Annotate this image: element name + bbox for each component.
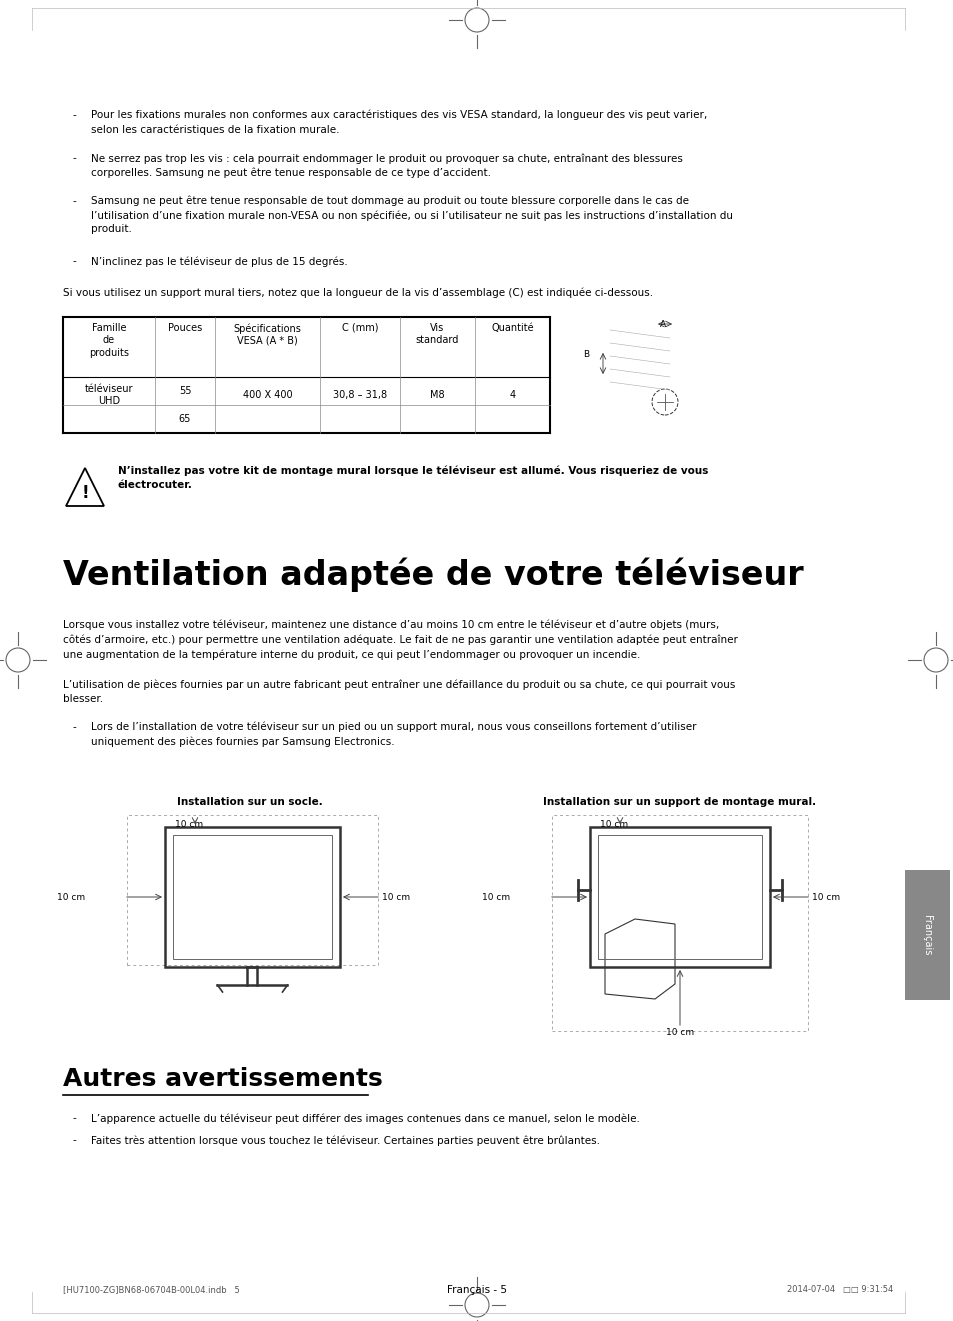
Text: -: - (73, 153, 76, 162)
Text: L’apparence actuelle du téléviseur peut différer des images contenues dans ce ma: L’apparence actuelle du téléviseur peut … (91, 1114, 639, 1123)
Text: [HU7100-ZG]BN68-06704B-00L04.indb   5: [HU7100-ZG]BN68-06704B-00L04.indb 5 (63, 1285, 239, 1295)
Text: Quantité: Quantité (491, 324, 534, 333)
Text: -: - (73, 196, 76, 206)
Text: Français - 5: Français - 5 (447, 1285, 506, 1295)
Text: Français: Français (921, 915, 931, 955)
Bar (589, 827, 769, 967)
Text: Lorsque vous installez votre téléviseur, maintenez une distance d’au moins 10 cm: Lorsque vous installez votre téléviseur,… (63, 620, 737, 659)
Text: 10 cm: 10 cm (665, 1028, 694, 1037)
Text: -: - (73, 1135, 76, 1145)
Text: 400 X 400: 400 X 400 (242, 390, 292, 400)
Text: 4: 4 (509, 390, 515, 400)
Text: B: B (582, 350, 589, 359)
Text: A: A (659, 320, 665, 329)
Text: 10 cm: 10 cm (481, 893, 510, 901)
Text: M8: M8 (430, 390, 444, 400)
Text: Faites très attention lorsque vous touchez le téléviseur. Certaines parties peuv: Faites très attention lorsque vous touch… (91, 1135, 599, 1145)
Text: Pouces: Pouces (168, 324, 202, 333)
Text: Pour les fixations murales non conformes aux caractéristiques des vis VESA stand: Pour les fixations murales non conformes… (91, 110, 706, 135)
Bar (598, 835, 761, 959)
Text: N’installez pas votre kit de montage mural lorsque le téléviseur est allumé. Vou: N’installez pas votre kit de montage mur… (118, 466, 708, 490)
Text: Famille
de
produits: Famille de produits (89, 324, 129, 358)
Text: 65: 65 (178, 413, 191, 424)
Text: Si vous utilisez un support mural tiers, notez que la longueur de la vis d’assem: Si vous utilisez un support mural tiers,… (63, 287, 653, 297)
Bar (904, 871, 949, 1000)
Text: 10 cm: 10 cm (599, 820, 627, 830)
Text: -: - (73, 256, 76, 267)
Text: Samsung ne peut être tenue responsable de tout dommage au produit ou toute bless: Samsung ne peut être tenue responsable d… (91, 196, 732, 234)
Text: C (mm): C (mm) (341, 324, 377, 333)
Text: 10 cm: 10 cm (57, 893, 85, 901)
Text: 10 cm: 10 cm (381, 893, 410, 901)
Bar (127, 815, 377, 966)
Text: -: - (73, 723, 76, 732)
Text: N’inclinez pas le téléviseur de plus de 15 degrés.: N’inclinez pas le téléviseur de plus de … (91, 256, 348, 267)
Bar (172, 835, 332, 959)
Text: Installation sur un socle.: Installation sur un socle. (177, 797, 322, 807)
Text: Spécifications
VESA (A * B): Spécifications VESA (A * B) (233, 324, 301, 346)
Text: Ventilation adaptée de votre téléviseur: Ventilation adaptée de votre téléviseur (63, 557, 802, 593)
Text: 30,8 – 31,8: 30,8 – 31,8 (333, 390, 387, 400)
Text: 2014-07-04   □□ 9:31:54: 2014-07-04 □□ 9:31:54 (786, 1285, 892, 1295)
Text: 10 cm: 10 cm (811, 893, 840, 901)
Text: Lors de l’installation de votre téléviseur sur un pied ou un support mural, nous: Lors de l’installation de votre télévise… (91, 723, 696, 748)
Text: !: ! (81, 483, 89, 502)
Bar (552, 815, 807, 1030)
Text: Installation sur un support de montage mural.: Installation sur un support de montage m… (543, 797, 816, 807)
Text: 10 cm: 10 cm (174, 820, 203, 830)
Text: Vis
standard: Vis standard (416, 324, 458, 345)
Text: Autres avertissements: Autres avertissements (63, 1067, 382, 1091)
Text: Ne serrez pas trop les vis : cela pourrait endommager le produit ou provoquer sa: Ne serrez pas trop les vis : cela pourra… (91, 153, 682, 178)
Text: téléviseur
UHD: téléviseur UHD (85, 384, 133, 406)
Text: -: - (73, 1114, 76, 1123)
Text: -: - (73, 110, 76, 120)
Text: 55: 55 (178, 386, 191, 396)
Bar (165, 827, 339, 967)
Text: L’utilisation de pièces fournies par un autre fabricant peut entraîner une défai: L’utilisation de pièces fournies par un … (63, 680, 735, 704)
